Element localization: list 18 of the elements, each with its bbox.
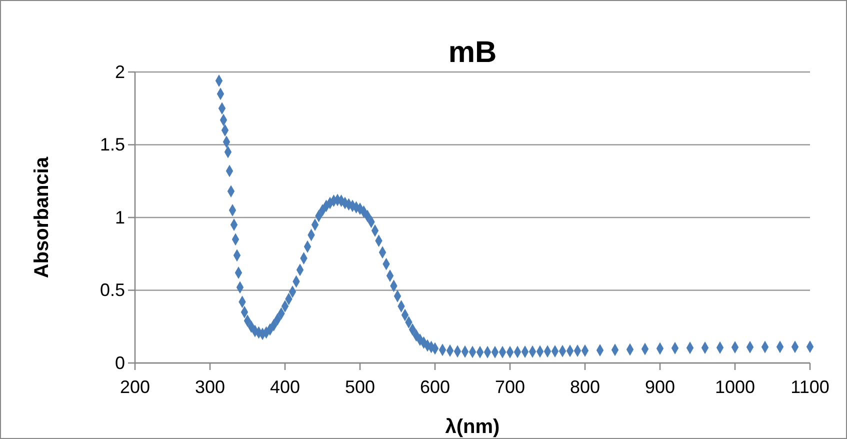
x-tick-label: 200: [120, 376, 150, 397]
y-axis-title: Absorbancia: [31, 156, 53, 278]
x-tick-label: 1000: [714, 376, 756, 397]
y-tick-label: 1: [114, 207, 125, 228]
x-tick-label: 700: [494, 376, 526, 397]
x-tick-label: 600: [420, 376, 450, 397]
y-tick-label: 1.5: [100, 134, 125, 155]
x-tick-label: 1100: [790, 376, 830, 397]
x-tick-label: 400: [270, 376, 300, 397]
y-tick-label: 2: [114, 62, 125, 82]
y-tick-label: 0.5: [100, 280, 125, 300]
x-tick-label: 300: [194, 376, 226, 397]
x-tick-label: 500: [344, 376, 376, 397]
chart-title: mB: [448, 36, 497, 69]
y-tick-label: 0: [114, 352, 125, 373]
x-tick-label: 900: [644, 376, 676, 397]
x-tick-label: 800: [570, 376, 600, 397]
x-axis-title: λ(nm): [445, 416, 500, 438]
